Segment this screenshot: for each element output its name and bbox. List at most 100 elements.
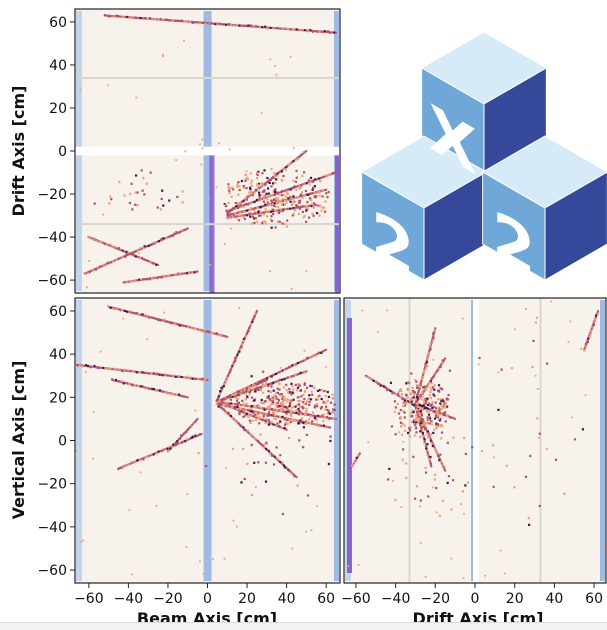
- front-view-cluster-hit: [438, 419, 441, 422]
- side-view-cluster-hit: [275, 402, 278, 405]
- side-view-cluster-hit: [322, 401, 325, 404]
- top-view-cluster-hit: [255, 183, 259, 186]
- top-view-track-hit: [188, 272, 191, 275]
- front-view-track-hit: [376, 382, 379, 385]
- side-view-track-hit: [197, 377, 200, 380]
- side-view-cluster-hit: [303, 398, 306, 401]
- side-view-track-hit: [231, 406, 234, 409]
- top-view-noise-hit: [107, 84, 110, 87]
- side-view-cluster-hit: [244, 398, 247, 401]
- side-view-track-hit: [87, 364, 90, 367]
- side-view-cluster-hit: [322, 420, 325, 423]
- top-view-cluster-hit: [277, 211, 281, 215]
- front-view-cluster-hit: [433, 384, 436, 387]
- front-view-track-hit: [357, 454, 360, 457]
- side-view-track-hit: [309, 355, 312, 358]
- front-view-cluster-hit: [464, 484, 467, 487]
- side-view-track-hit: [278, 371, 281, 374]
- side-view-cluster-hit: [243, 477, 246, 481]
- side-view-cluster-hit: [286, 406, 289, 409]
- side-view-track-hit: [258, 442, 261, 445]
- top-view-cluster-hit: [263, 220, 267, 223]
- top-view-track-hit: [273, 175, 276, 178]
- front-view-x-tick-label: −40: [381, 591, 411, 607]
- side-view-cluster-hit: [314, 398, 318, 401]
- front-view-track-hit: [420, 415, 423, 418]
- top-view-track-hit: [142, 247, 145, 250]
- top-view-cluster-hit: [272, 212, 275, 216]
- side-view-track-hit: [181, 441, 184, 444]
- side-view-track-hit: [333, 417, 336, 420]
- side-view-track-hit: [225, 376, 228, 379]
- front-view-track-hit: [391, 392, 394, 395]
- front-view-cluster-hit: [513, 486, 516, 489]
- front-view-cluster-hit: [529, 454, 532, 458]
- top-view-noise-hit: [292, 146, 295, 149]
- top-view-cluster-hit: [242, 186, 245, 189]
- front-view-cluster-hit: [478, 356, 481, 360]
- top-view-track-hit: [197, 21, 200, 24]
- front-view-cluster-hit: [419, 499, 422, 502]
- top-view-cluster-hit: [271, 209, 274, 213]
- top-view-track-hit: [292, 160, 295, 163]
- side-view-cluster-hit: [272, 389, 275, 392]
- side-view-cluster-hit: [287, 409, 290, 412]
- top-view-track-hit: [158, 240, 161, 243]
- front-view-track-hit: [589, 333, 592, 336]
- top-view-track-hit: [328, 31, 331, 34]
- top-view-noise-hit: [184, 150, 187, 153]
- side-view-track-hit: [304, 413, 307, 416]
- front-view-cluster-hit: [403, 404, 407, 407]
- side-view-noise-hit: [291, 547, 294, 550]
- front-view-cluster-hit: [430, 404, 433, 407]
- side-view-track-hit: [236, 353, 239, 356]
- top-view-noise-hit: [228, 148, 231, 151]
- front-view-track-hit: [428, 458, 431, 461]
- top-view-track-hit: [280, 170, 283, 173]
- front-view-track-hit: [436, 369, 439, 372]
- top-view-cluster-hit: [270, 215, 273, 218]
- front-view-cluster-hit: [406, 396, 409, 399]
- top-view-track-hit: [296, 158, 299, 161]
- side-view-cluster-hit: [245, 387, 248, 390]
- top-view-track-hit: [312, 192, 315, 195]
- side-view-track-hit: [76, 364, 79, 367]
- side-view-cluster-hit: [308, 400, 311, 404]
- side-view-track-hit: [317, 424, 320, 427]
- side-view-cluster-hit: [310, 390, 313, 393]
- front-view-cluster-hit: [413, 422, 416, 425]
- top-view-track-hit: [327, 174, 330, 177]
- side-view-cluster-hit: [237, 401, 240, 404]
- top-view-cluster-hit: [176, 195, 179, 198]
- top-view-track-hit: [302, 150, 305, 153]
- front-view-track-hit: [433, 329, 436, 332]
- side-view-track-hit: [171, 445, 174, 448]
- side-view-cluster-hit: [277, 399, 280, 402]
- side-view-track-hit: [268, 376, 271, 379]
- side-view-cluster-hit: [263, 400, 266, 403]
- top-view-cluster-hit: [128, 201, 132, 205]
- side-view-cluster-hit: [248, 419, 252, 422]
- top-view-cluster-hit: [282, 193, 285, 196]
- top-view-cluster-hit: [303, 171, 306, 174]
- side-view-cluster-hit: [279, 394, 282, 397]
- side-view-y-tick-label: −20: [37, 477, 67, 493]
- side-view-cluster-hit: [263, 384, 266, 387]
- front-view-cluster-hit: [434, 401, 437, 404]
- side-view-cluster-hit: [267, 384, 270, 388]
- top-view-cluster-hit: [259, 206, 262, 209]
- top-view-cluster-hit: [131, 208, 134, 211]
- side-view-cluster-hit: [297, 399, 300, 403]
- front-view-cluster-hit: [440, 437, 443, 440]
- front-view-cluster-hit: [438, 390, 441, 393]
- front-view-track-hit: [435, 449, 438, 452]
- top-view-track-hit: [166, 274, 169, 277]
- top-view-track-hit: [261, 205, 264, 208]
- top-view-cluster-hit: [279, 201, 282, 204]
- side-view-track-hit: [190, 425, 193, 428]
- front-view-cluster-hit: [430, 382, 433, 385]
- front-view-cluster-hit: [554, 458, 558, 461]
- top-view-track-hit: [125, 250, 128, 253]
- top-view-track-hit: [92, 238, 95, 241]
- side-view-cluster-hit: [266, 414, 269, 417]
